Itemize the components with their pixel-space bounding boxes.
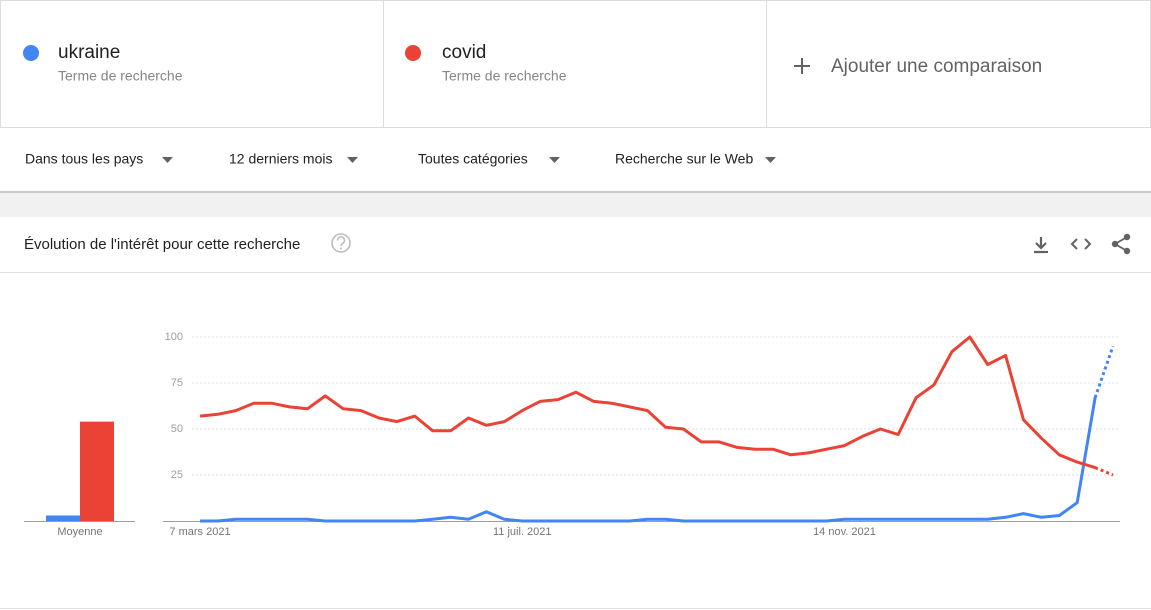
- term-box[interactable]: covid Terme de recherche: [405, 42, 567, 84]
- y-tick-label: 50: [171, 423, 183, 435]
- dropdown-arrow: [549, 157, 560, 163]
- filter-label: Recherche sur le Web: [615, 151, 753, 167]
- help-glyph: [336, 236, 346, 247]
- term-dot: [405, 45, 421, 61]
- x-tick-label: 11 juil. 2021: [493, 526, 552, 538]
- term-label: ukraine: [58, 42, 120, 63]
- dropdown-arrow: [765, 157, 776, 163]
- help-icon[interactable]: [331, 233, 351, 253]
- term-kind: Terme de recherche: [58, 68, 183, 84]
- average-bar: [46, 515, 80, 521]
- plus-icon: [794, 58, 810, 74]
- average-label: Moyenne: [57, 526, 102, 538]
- x-tick-label: 7 mars 2021: [169, 526, 230, 538]
- term-dot: [23, 45, 39, 61]
- separator-band: [0, 191, 1151, 217]
- share-node: [1123, 247, 1131, 255]
- filter-label: Dans tous les pays: [25, 151, 143, 167]
- term-box[interactable]: ukraine Terme de recherche: [23, 42, 183, 84]
- embed-icon[interactable]: [1070, 238, 1092, 250]
- term-kind: Terme de recherche: [442, 68, 567, 84]
- filter-label: 12 derniers mois: [229, 151, 333, 167]
- filter-label: Toutes catégories: [418, 151, 528, 167]
- download-icon[interactable]: [1034, 237, 1048, 254]
- term-label: covid: [442, 42, 486, 63]
- filter[interactable]: Toutes catégories: [418, 151, 560, 167]
- y-tick-label: 100: [165, 331, 183, 343]
- trend-line: [200, 345, 1115, 523]
- panel-title: Évolution de l'intérêt pour cette recher…: [24, 236, 300, 253]
- y-tick-label: 75: [171, 377, 183, 389]
- terms-bar: [0, 0, 1151, 128]
- dropdown-arrow: [347, 157, 358, 163]
- add-comparison-label: Ajouter une comparaison: [831, 56, 1042, 77]
- x-tick-label: 14 nov. 2021: [813, 526, 876, 538]
- help-glyph: [340, 247, 342, 250]
- y-tick-label: 25: [171, 469, 183, 481]
- filter[interactable]: Dans tous les pays: [25, 151, 173, 167]
- trend-line: [199, 335, 1114, 477]
- filter[interactable]: Recherche sur le Web: [615, 151, 776, 167]
- share-node: [1123, 233, 1131, 241]
- average-bar: [80, 421, 114, 521]
- add-comparison[interactable]: Ajouter une comparaison: [794, 56, 1042, 77]
- share-icon[interactable]: [1111, 233, 1131, 255]
- filter[interactable]: 12 derniers mois: [229, 151, 358, 167]
- share-node: [1111, 240, 1119, 248]
- help-circle: [331, 233, 351, 253]
- dropdown-arrow: [162, 157, 173, 163]
